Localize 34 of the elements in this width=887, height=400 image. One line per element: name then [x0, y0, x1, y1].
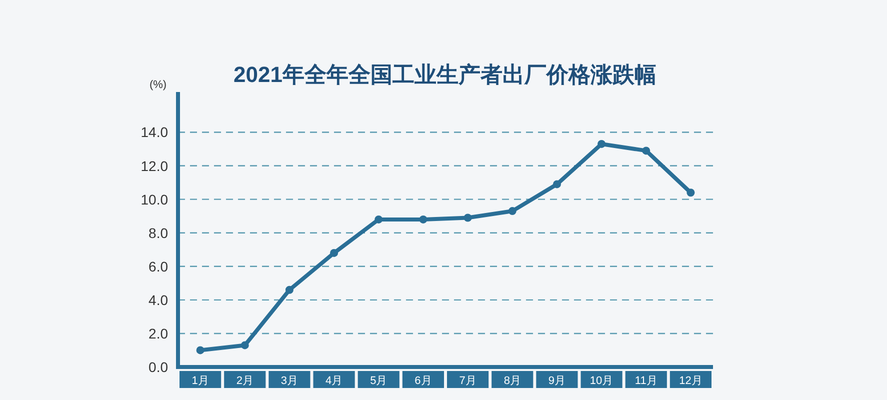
- point: [686, 188, 695, 197]
- y-tick-label: 14.0: [140, 124, 168, 140]
- chart-title: 2021年全年全国工业生产者出厂价格涨跌幅: [234, 62, 656, 87]
- y-tick-label: 0.0: [148, 359, 168, 375]
- x-tick-label: 4月: [325, 375, 343, 387]
- point: [419, 215, 428, 224]
- y-tick-label: 4.0: [148, 292, 168, 308]
- x-tick-label: 6月: [414, 375, 432, 387]
- y-tick-label: 6.0: [148, 258, 168, 274]
- y-axis-title: (%): [149, 79, 167, 91]
- point: [240, 341, 249, 350]
- x-tick-label: 9月: [548, 375, 566, 387]
- x-tick-label: 5月: [370, 375, 388, 387]
- x-tick-label: 11月: [634, 375, 658, 387]
- point: [196, 346, 204, 354]
- x-tick-label: 2月: [236, 375, 254, 387]
- x-tick-label: 7月: [459, 375, 476, 387]
- point: [598, 140, 606, 148]
- x-tick-label: 12月: [679, 375, 702, 387]
- point: [552, 180, 561, 188]
- point: [642, 146, 650, 155]
- y-tick-label: 2.0: [148, 325, 168, 342]
- point: [508, 207, 516, 216]
- x-tick-label: 3月: [280, 375, 298, 387]
- point: [285, 286, 294, 294]
- x-tick-label: 1月: [192, 375, 209, 387]
- point: [330, 248, 338, 257]
- point: [374, 215, 383, 224]
- y-tick-label: 8.0: [148, 224, 168, 241]
- x-tick-label: 10月: [590, 375, 614, 387]
- x-tick-label: 8月: [504, 375, 521, 387]
- point: [464, 214, 472, 222]
- y-tick-label: 10.0: [140, 191, 168, 208]
- y-tick-label: 12.0: [140, 158, 168, 174]
